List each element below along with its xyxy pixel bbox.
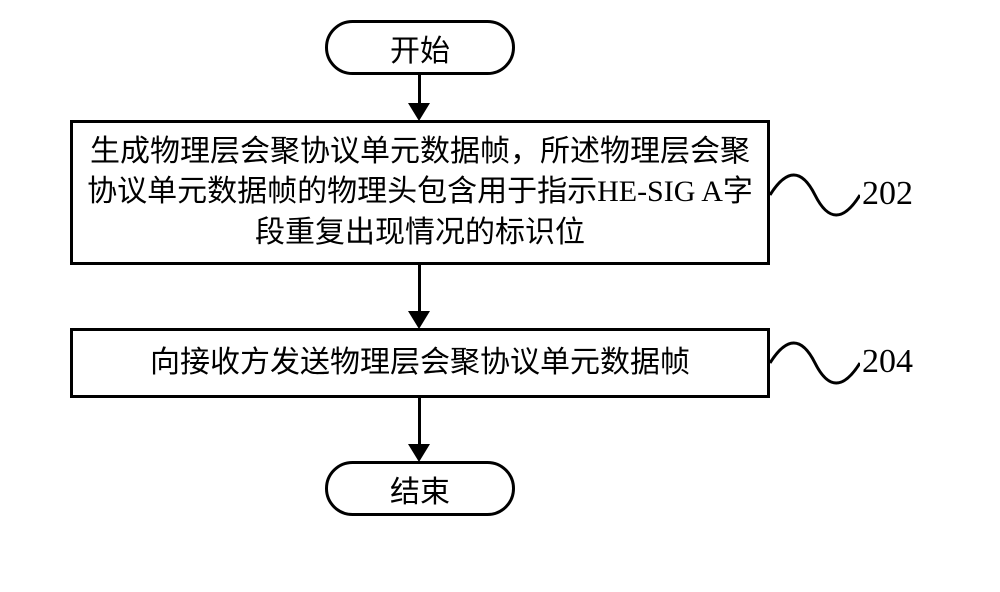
step1-connector-curve — [770, 165, 860, 235]
start-terminal: 开始 — [325, 20, 515, 75]
step2-label-text: 204 — [862, 343, 913, 380]
start-label: 开始 — [390, 26, 450, 70]
edge-step1-step2 — [418, 265, 421, 313]
edge-start-step1-head — [408, 103, 430, 121]
step1-text: 生成物理层会聚协议单元数据帧，所述物理层会聚协议单元数据帧的物理头包含用于指示H… — [87, 132, 753, 254]
end-label: 结束 — [390, 467, 450, 511]
step2-process: 向接收方发送物理层会聚协议单元数据帧 — [70, 328, 770, 398]
step2-connector-curve — [770, 333, 860, 403]
edge-step2-end — [418, 398, 421, 446]
step2-label: 204 — [862, 343, 913, 381]
step1-process: 生成物理层会聚协议单元数据帧，所述物理层会聚协议单元数据帧的物理头包含用于指示H… — [70, 120, 770, 265]
flowchart-container: 开始 生成物理层会聚协议单元数据帧，所述物理层会聚协议单元数据帧的物理头包含用于… — [50, 20, 950, 572]
step1-label: 202 — [862, 175, 913, 213]
end-terminal: 结束 — [325, 461, 515, 516]
step2-text: 向接收方发送物理层会聚协议单元数据帧 — [150, 343, 690, 384]
edge-step2-end-head — [408, 444, 430, 462]
edge-start-step1 — [418, 75, 421, 105]
edge-step1-step2-head — [408, 311, 430, 329]
step1-label-text: 202 — [862, 175, 913, 212]
